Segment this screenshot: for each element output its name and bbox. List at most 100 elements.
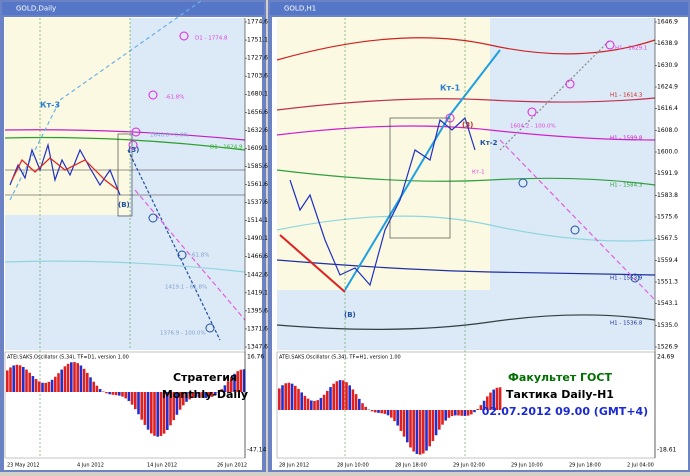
annotation: H1 - 1629.1: [615, 46, 647, 52]
price-label: 1442.6: [247, 271, 268, 278]
caption: Факультет ГОСТ: [508, 371, 612, 384]
oscillator-bar: [342, 380, 345, 410]
caption: Monthly-Daily: [162, 388, 248, 401]
price-label: 1616.4: [657, 105, 678, 112]
date-label: 28 Jun 18:00: [395, 463, 427, 469]
oscillator-bar: [28, 373, 31, 392]
oscillator-bar: [131, 392, 134, 405]
oscillator-bar: [316, 400, 319, 410]
oscillator-bar: [80, 365, 83, 392]
oscillator-bar: [406, 410, 409, 442]
oscillator-bar: [86, 373, 89, 392]
annotation: H1 - 1614.3: [610, 93, 643, 99]
price-label: 1575.6: [657, 214, 678, 221]
oscillator-bar: [307, 399, 310, 410]
oscillator-bar: [425, 410, 428, 451]
oscillator-bar: [92, 382, 95, 392]
date-label: 28 Jun 10:00: [337, 463, 369, 469]
oscillator-bar: [454, 410, 457, 415]
caption: Стратегия: [173, 371, 237, 384]
annotation: Кт-3: [40, 101, 60, 110]
oscillator-bar: [64, 366, 67, 392]
oscillator-bar: [460, 410, 463, 416]
date-label: 29 Jun 18:00: [569, 463, 601, 469]
price-label: 1537.6: [247, 199, 268, 206]
oscillator-bar: [313, 401, 316, 410]
annotation: D1 - 1624.9: [210, 145, 243, 151]
price-label: 1624.9: [657, 84, 678, 91]
annotation: (B): [118, 201, 130, 209]
oscillator-bar: [32, 376, 35, 392]
oscillator-max: 24.69: [657, 354, 674, 361]
oscillator-bar: [44, 383, 47, 392]
oscillator-bar: [12, 365, 15, 392]
annotation: H1 - 1584.3: [610, 183, 643, 189]
oscillator-bar: [38, 381, 41, 392]
oscillator-bar: [67, 364, 70, 392]
oscillator-bar: [441, 410, 444, 425]
price-label: 1703.6: [247, 73, 268, 80]
oscillator-bar: [89, 377, 92, 392]
oscillator-bar: [140, 392, 143, 420]
oscillator-title: ATEI.SAKS.Oscillator (5,34), TF=H1, vers…: [279, 355, 401, 361]
price-label: 1632.6: [247, 127, 268, 134]
oscillator-bar: [470, 410, 473, 414]
oscillator-bar: [51, 380, 54, 392]
annotation: -61.8%: [190, 253, 209, 259]
oscillator-bar: [464, 410, 467, 416]
oscillator-bar: [377, 410, 380, 413]
price-label: 1630.9: [657, 62, 678, 69]
oscillator-bar: [41, 383, 44, 392]
annotation: (B): [344, 311, 356, 319]
price-label: 1567.5: [657, 235, 678, 242]
annotation: Кт-1: [472, 170, 485, 176]
price-label: 1608.0: [657, 127, 678, 134]
annotation: 1419.1 - 61.8%: [165, 285, 207, 291]
oscillator-bar: [476, 409, 479, 410]
price-label: 1535.0: [657, 322, 678, 329]
oscillator-bar: [35, 379, 38, 392]
oscillator-bar: [451, 410, 454, 416]
annotation: 1604.2 - 100.0%: [510, 124, 556, 130]
oscillator-bar: [96, 386, 99, 392]
oscillator-bar: [112, 392, 115, 395]
oscillator-bar: [352, 389, 355, 410]
oscillator-bar: [108, 392, 111, 394]
oscillator-bar: [390, 410, 393, 418]
oscillator-bar: [118, 392, 121, 396]
annotation: (3): [462, 121, 473, 129]
oscillator-bar: [339, 380, 342, 410]
oscillator-bar: [147, 392, 150, 430]
annotation: H1 - 1536.8: [610, 321, 643, 327]
oscillator-bar: [364, 407, 367, 410]
date-label: 29 Jun 02:00: [453, 463, 485, 469]
oscillator-bar: [288, 383, 291, 410]
date-label: 4 Jun 2012: [77, 463, 104, 469]
annotation: 1376.9 - 100.0%: [160, 331, 206, 337]
annotation: D1 - 1774.8: [195, 36, 228, 42]
oscillator-bar: [409, 410, 412, 447]
oscillator-bar: [300, 392, 303, 410]
oscillator-bar: [22, 367, 25, 392]
oscillator-bar: [310, 400, 313, 410]
price-label: 1514.1: [247, 217, 268, 224]
price-label: 1347.6: [247, 344, 268, 351]
oscillator-bar: [73, 362, 76, 392]
price-label: 1490.1: [247, 235, 268, 242]
oscillator-bar: [387, 410, 390, 415]
oscillator-bar: [153, 392, 156, 436]
price-label: 1543.1: [657, 300, 678, 307]
oscillator-bar: [336, 381, 339, 410]
title-bar[interactable]: [270, 2, 688, 15]
price-label: 1466.6: [247, 253, 268, 260]
price-label: 1656.6: [247, 109, 268, 116]
oscillator-bar: [144, 392, 147, 425]
price-label: 1609.1: [247, 145, 268, 152]
price-label: 1559.4: [657, 257, 678, 264]
oscillator-bar: [473, 410, 476, 412]
price-label: 1591.9: [657, 170, 678, 177]
zone: [277, 18, 490, 290]
oscillator-bar: [99, 389, 102, 392]
price-label: 1638.9: [657, 40, 678, 47]
oscillator-bar: [435, 410, 438, 435]
